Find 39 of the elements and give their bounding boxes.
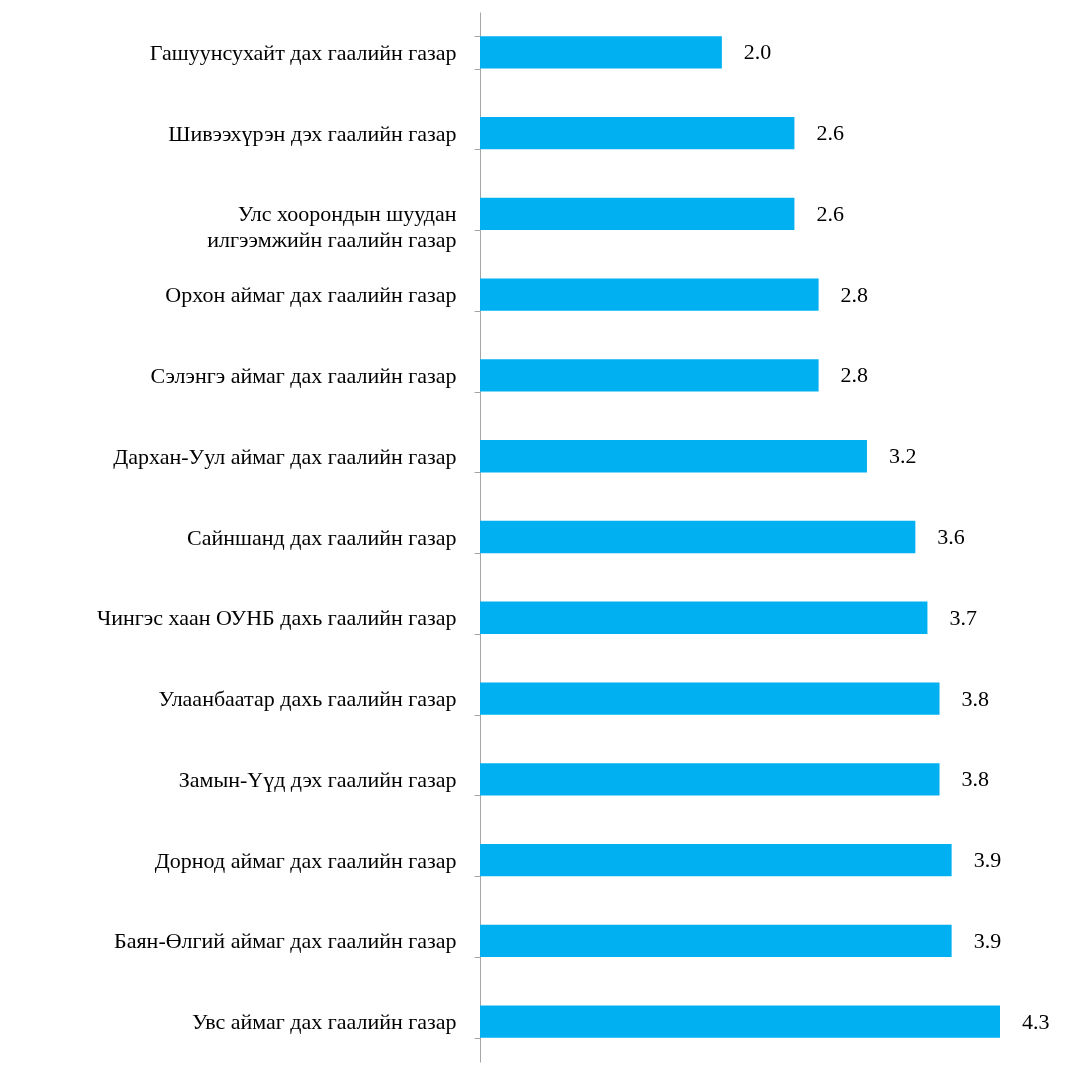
bar <box>480 36 722 69</box>
bar <box>480 924 952 957</box>
data-label: 2.0 <box>743 39 772 65</box>
y-tick-label: Сайншанд дах гаалийн газар <box>187 524 457 550</box>
data-label: 4.3 <box>1022 1008 1050 1034</box>
y-tick-label: Шивээхүрэн дэх гаалийн газар <box>168 120 457 146</box>
bar <box>480 197 795 231</box>
y-tick-label: Замын-Үүд дэх гаалийн газар <box>178 766 457 792</box>
data-label: 3.8 <box>961 685 990 711</box>
y-tick-label: Сэлэнгэ аймаг дах гаалийн газар <box>150 362 457 388</box>
bar <box>480 682 940 715</box>
y-tick-label: Улс хоорондын шуудан илгээмжийн гаалийн газар <box>207 201 457 253</box>
y-tick-label: Дархан-Уул аймаг дах гаалийн газар <box>113 443 457 469</box>
data-label: 3.9 <box>973 847 1002 873</box>
data-label: 2.8 <box>840 362 869 388</box>
y-tick-label: Дорнод аймаг дах гаалийн газар <box>154 847 457 873</box>
y-tick-label: Орхон аймаг дах гаалийн газар <box>165 282 457 308</box>
data-label: 3.8 <box>961 766 990 792</box>
y-tick-label: Баян-Өлгий аймаг дах гаалийн газар <box>114 928 457 954</box>
bar <box>480 1005 1000 1038</box>
y-tick-label: Чингэс хаан ОУНБ дахь гаалийн газар <box>96 605 457 631</box>
data-label: 2.6 <box>816 120 844 146</box>
y-tick-label: Улаанбаатар дахь гаалийн газар <box>158 686 457 712</box>
data-label: 3.7 <box>949 604 977 630</box>
bar <box>480 359 819 392</box>
bar <box>480 440 867 473</box>
data-label: 3.9 <box>973 927 1002 953</box>
data-label: 2.6 <box>816 200 844 226</box>
y-tick-label: Увс аймаг дах гаалийн газар <box>192 1009 457 1035</box>
data-label: 3.2 <box>888 443 917 469</box>
bar <box>480 117 795 150</box>
data-label: 3.6 <box>937 524 965 549</box>
bar <box>480 278 819 311</box>
y-tick-label: Гашуунсухайт дах гаалийн газар <box>149 39 457 65</box>
bar <box>480 843 952 877</box>
data-label: 2.8 <box>840 281 869 307</box>
bar <box>480 520 916 554</box>
bar <box>480 601 928 634</box>
bar <box>480 763 940 796</box>
